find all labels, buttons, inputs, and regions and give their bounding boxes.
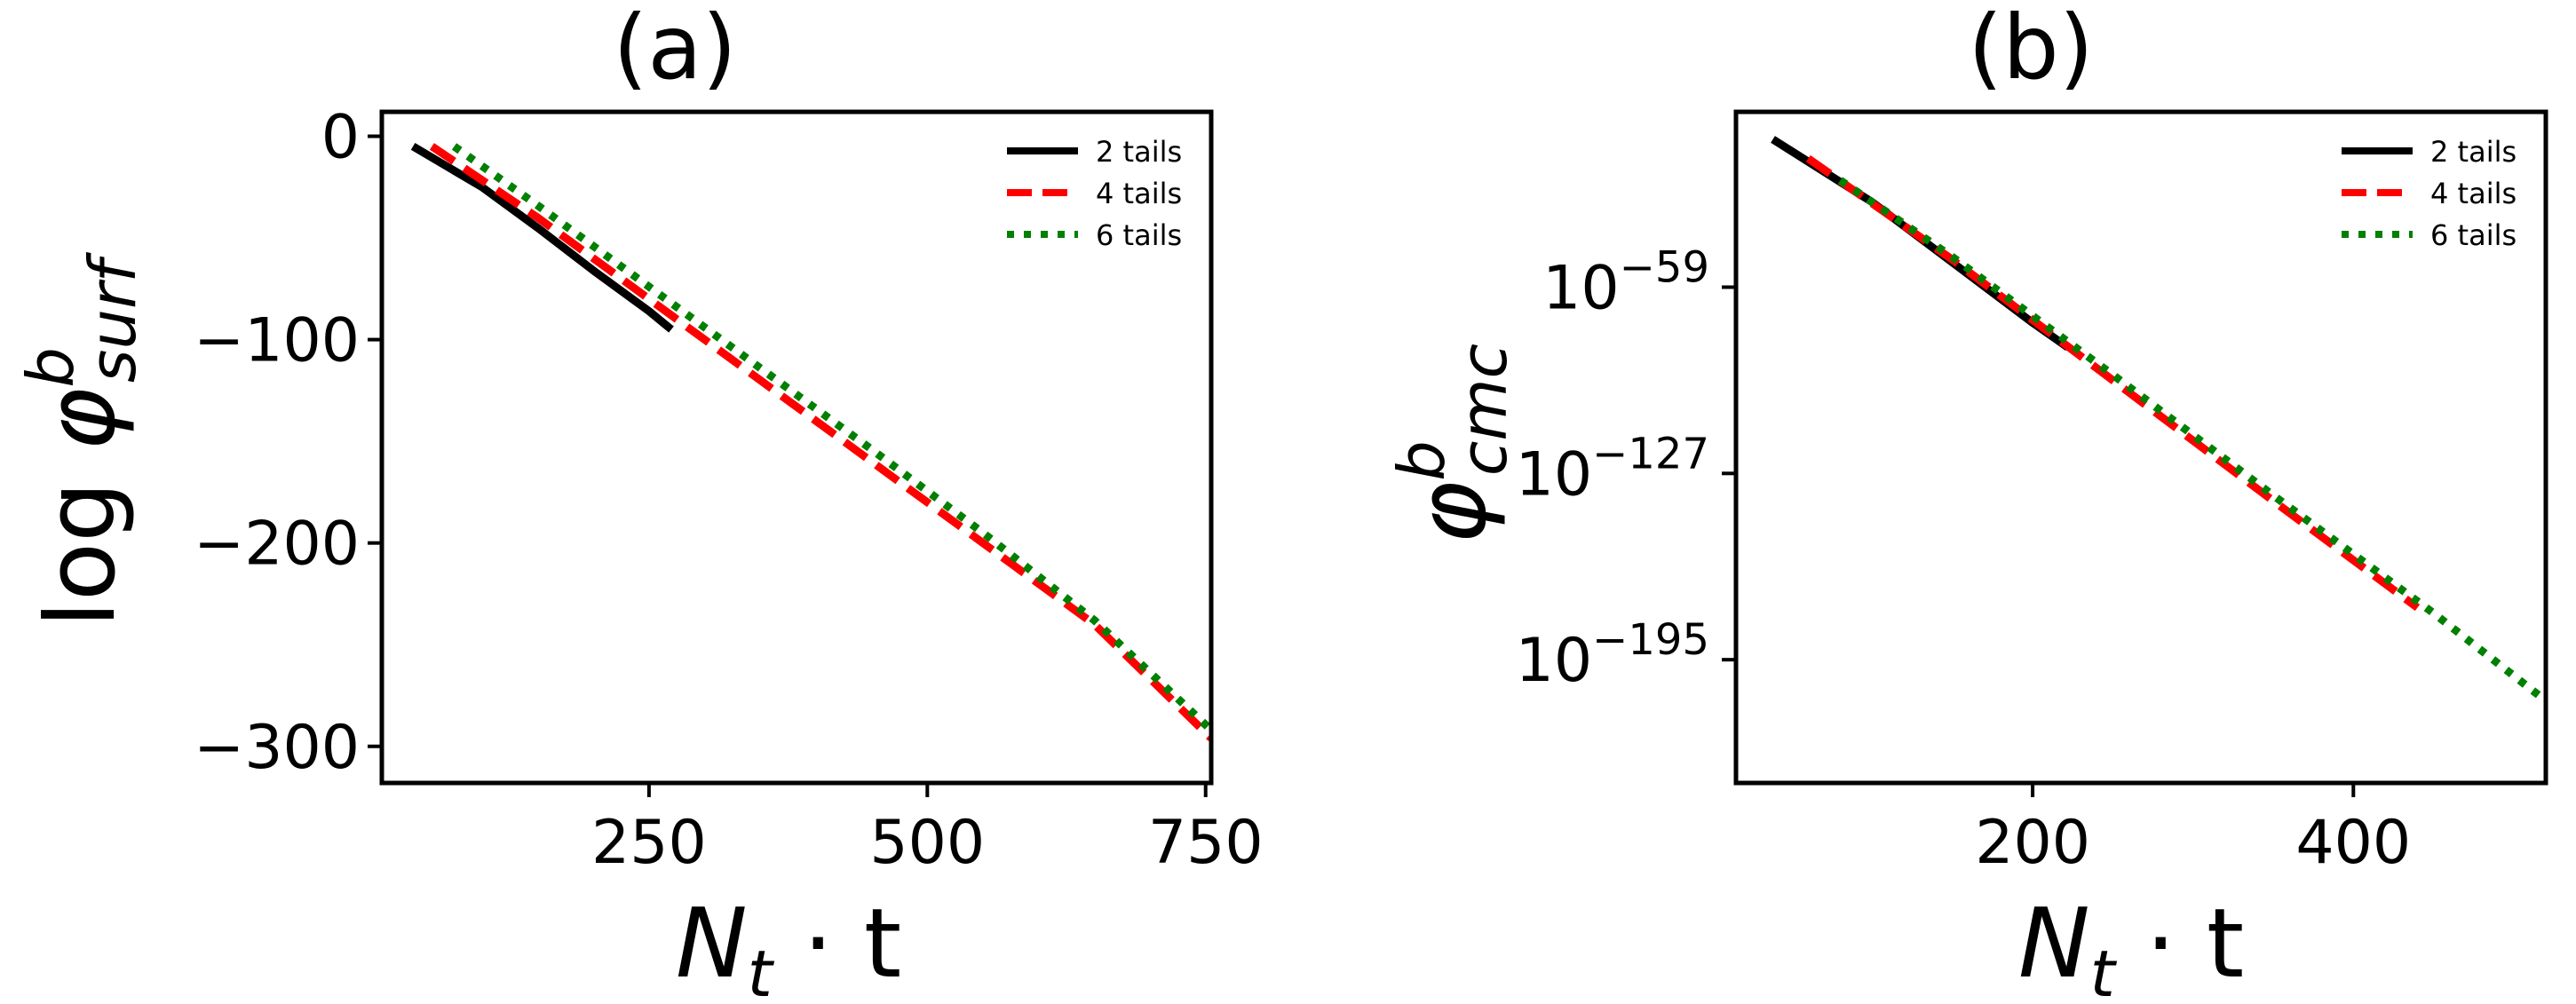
series-line-2	[429, 143, 1211, 741]
y-tick-label: 10−127	[1516, 429, 1709, 510]
y-axis-label: φbcmc	[1384, 344, 1521, 544]
legend-label: 2 tails	[1096, 135, 1182, 169]
plot-frame	[379, 109, 1214, 786]
legend-label: 6 tails	[2430, 218, 2517, 252]
series-line-1	[410, 143, 674, 333]
series-group	[1771, 136, 2546, 704]
legend-label: 4 tails	[2430, 177, 2517, 210]
series-group	[410, 143, 1211, 741]
panel-title: (b)	[1968, 0, 2094, 99]
x-tick-label: 400	[2295, 808, 2411, 878]
x-tick-label: 750	[1148, 808, 1264, 878]
x-axis-label: Nt · t	[676, 889, 901, 1004]
y-axis-label: log φbsurf	[13, 251, 150, 628]
y-tick-label: −200	[194, 510, 360, 580]
y-tick-label: −100	[194, 306, 360, 376]
legend-label: 2 tails	[2430, 135, 2517, 169]
legend-label: 4 tails	[1096, 177, 1182, 210]
series-line-1	[1771, 136, 2071, 352]
series-line-2	[1805, 154, 2421, 612]
panel-b: (b) 200 400 10−59 10−127 10−195 Nt · t φbcmc 2 t…	[1384, 0, 2548, 1004]
legend-label: 6 tails	[1096, 218, 1182, 252]
x-tick-label: 250	[591, 808, 707, 878]
y-tick-label: 0	[321, 102, 360, 172]
panel-a: (a) 250 500 750 0 −100 −200 −300 Nt · t log φbsur…	[13, 0, 1264, 1004]
x-tick-label: 500	[869, 808, 985, 878]
legend: 2 tails 4 tails 6 tails	[1007, 135, 1182, 252]
legend: 2 tails 4 tails 6 tails	[2342, 135, 2517, 252]
x-tick-label: 200	[1975, 808, 2090, 878]
y-tick-label: 10−59	[1542, 242, 1709, 323]
plot-frame	[1733, 109, 2548, 786]
y-tick-label: 10−195	[1516, 615, 1709, 696]
panel-title: (a)	[613, 0, 736, 99]
y-tick-label: −300	[194, 713, 360, 783]
x-axis-label: Nt · t	[2018, 889, 2244, 1004]
